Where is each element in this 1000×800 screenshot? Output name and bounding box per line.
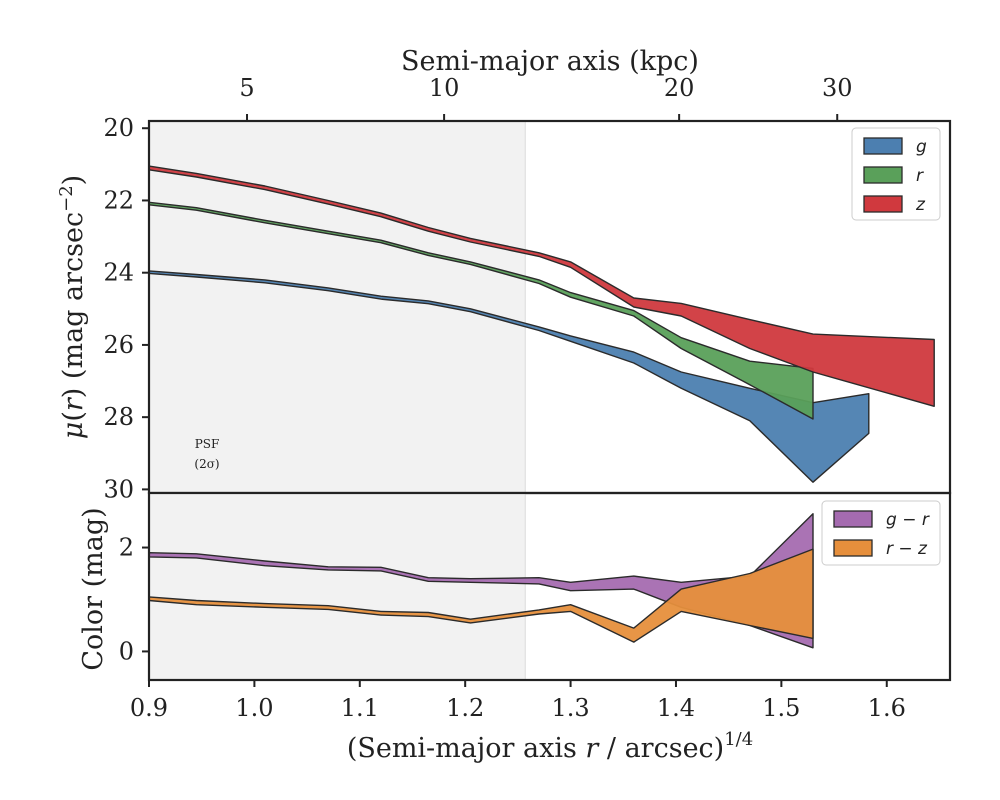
color-y-axis-title: Color (mag) xyxy=(78,507,109,670)
psf-label-line1: PSF xyxy=(195,437,220,451)
color-series-group xyxy=(148,513,814,649)
color-panel: 02 0.9 1.0 1.1 1.2 1.3 1.4 1.5 1.6 g − rr − z C… xyxy=(78,491,952,764)
profile-legend: grz xyxy=(851,127,941,221)
profile-series-group xyxy=(148,165,935,483)
legend-swatch xyxy=(863,137,903,155)
x-axis-title: (Semi-major axis r / arcsec)1/4 xyxy=(347,729,753,764)
legend-label: r xyxy=(916,166,924,186)
top-axis-ticks: 5 10 20 30 xyxy=(239,74,853,121)
legend-label: g − r xyxy=(886,510,930,530)
profile-panel: 20 22 24 26 28 30 5 10 20 30 grz PSF (2σ) Semi-m… xyxy=(56,46,952,503)
legend-label: r − z xyxy=(886,539,928,559)
legend-label: g xyxy=(916,137,927,157)
x-tick-label: 1.3 xyxy=(551,694,589,722)
legend-swatch xyxy=(833,510,873,528)
color-legend: g − r r − z xyxy=(821,500,941,566)
top-axis-title: Semi-major axis (kpc) xyxy=(401,46,699,77)
band-r xyxy=(148,201,814,420)
x-tick-label: 1.4 xyxy=(657,694,695,722)
psf-label-line2: (2σ) xyxy=(194,457,219,471)
psf-shaded-region-color xyxy=(148,492,526,681)
band-g---r xyxy=(148,513,814,649)
color-plot-frame xyxy=(147,491,952,682)
x-tick-label: 1.2 xyxy=(446,694,484,722)
legend-swatch xyxy=(863,195,903,213)
y-tick-label: 30 xyxy=(103,475,134,503)
color-y-ticks: 02 xyxy=(119,534,149,665)
band-g xyxy=(148,270,870,483)
bottom-x-ticks: 0.9 1.0 1.1 1.2 1.3 1.4 1.5 1.6 xyxy=(130,680,906,722)
legend-swatch xyxy=(833,539,873,557)
x-tick-label: 1.6 xyxy=(868,694,906,722)
x-tick-label: 1.5 xyxy=(762,694,800,722)
y-tick-label: 0 xyxy=(119,637,134,665)
profile-y-ticks: 20 22 24 26 28 30 xyxy=(103,114,149,503)
legend-label: z xyxy=(915,195,926,215)
band-z xyxy=(148,165,935,407)
band-r---z xyxy=(148,548,814,643)
top-tick-label: 10 xyxy=(429,74,460,102)
x-tick-label: 1.0 xyxy=(235,694,273,722)
x-tick-label: 1.1 xyxy=(341,694,379,722)
legend-swatch xyxy=(863,166,903,184)
y-tick-label: 28 xyxy=(103,403,134,431)
y-tick-label: 22 xyxy=(103,186,134,214)
profile-y-axis-title: μ(r) (mag arcsec−2) xyxy=(56,175,89,439)
top-tick-label: 5 xyxy=(239,74,254,102)
y-tick-label: 26 xyxy=(103,331,134,359)
y-tick-label: 20 xyxy=(103,114,134,142)
x-tick-label: 0.9 xyxy=(130,694,168,722)
top-tick-label: 20 xyxy=(664,74,695,102)
y-tick-label: 24 xyxy=(103,259,134,287)
y-tick-label: 2 xyxy=(119,534,134,562)
top-tick-label: 30 xyxy=(822,74,853,102)
